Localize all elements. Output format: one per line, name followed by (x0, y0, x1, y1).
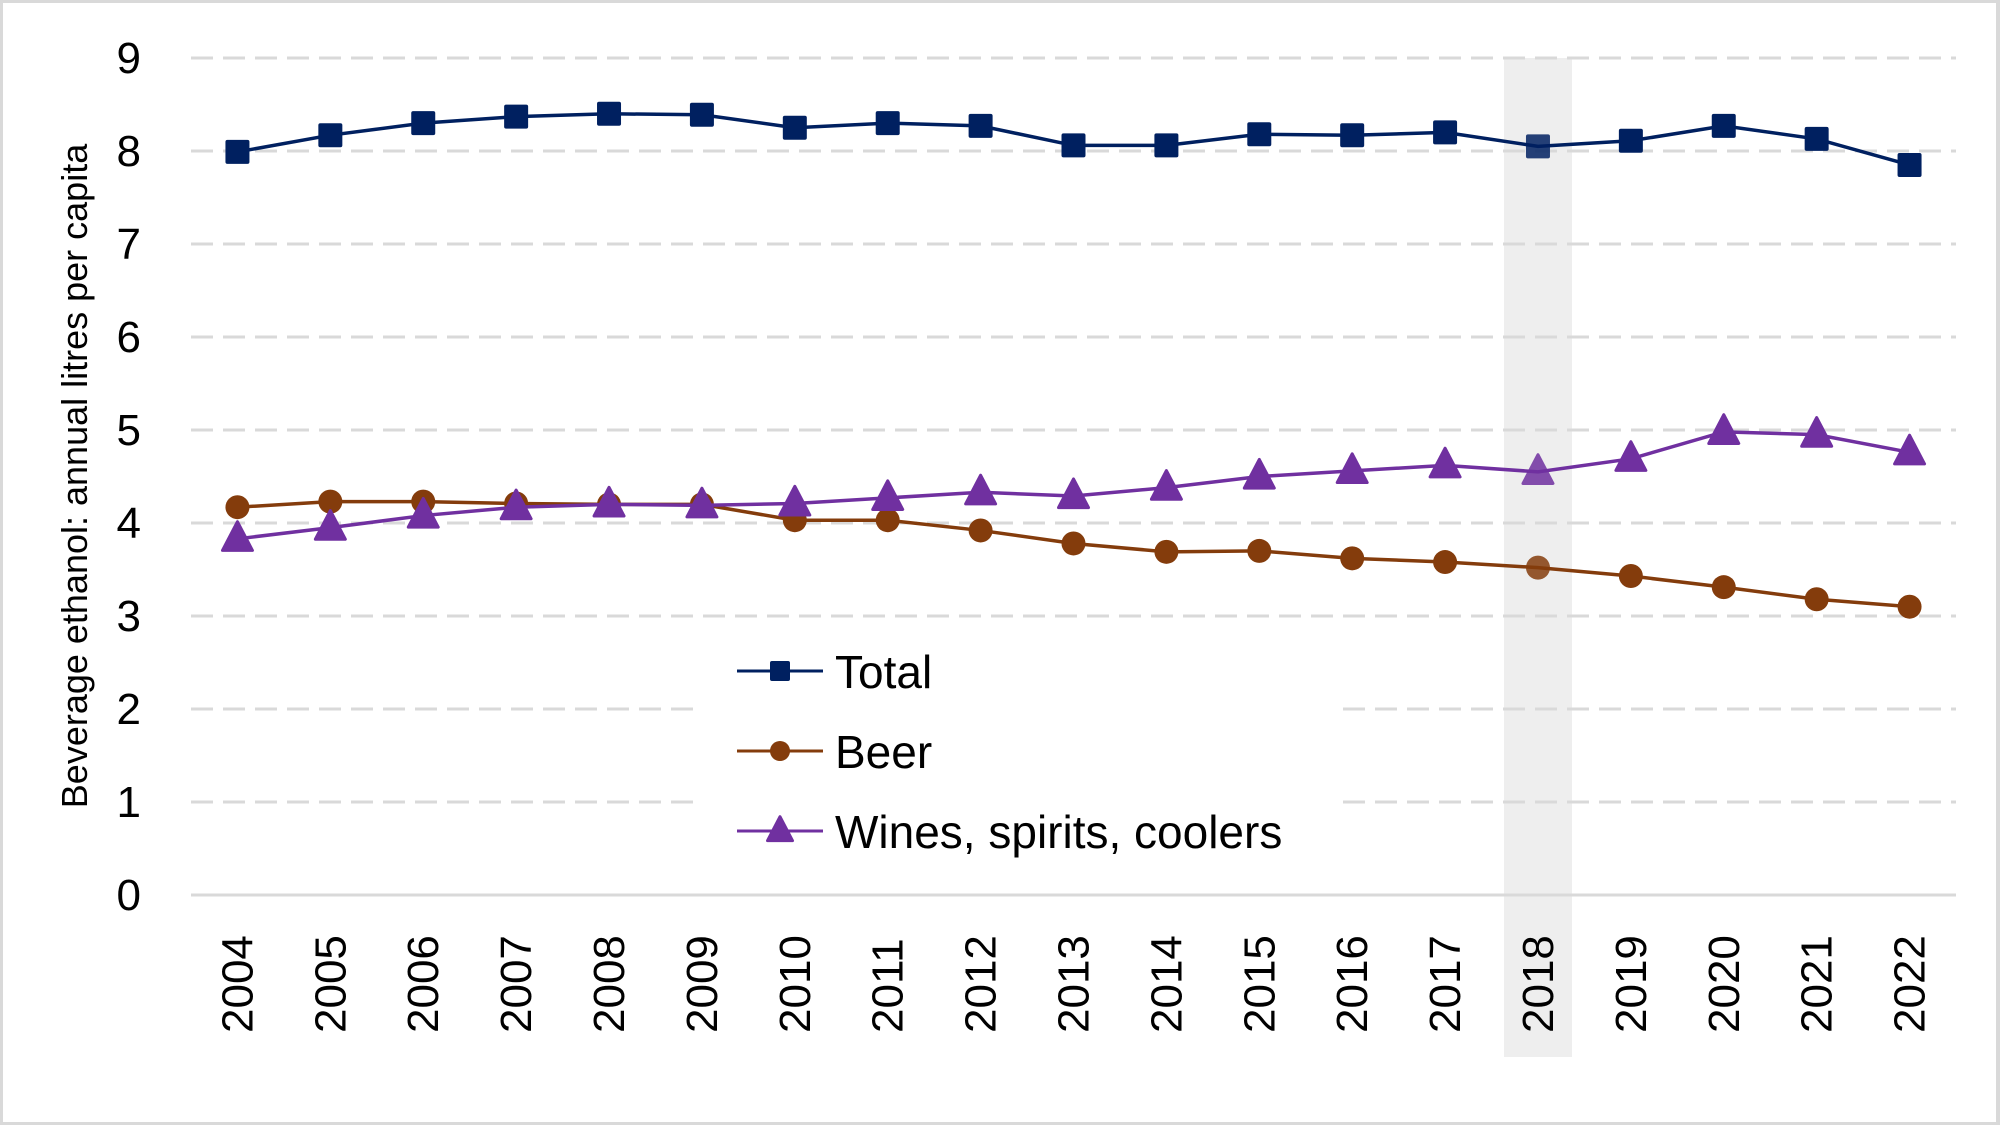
data-point-2021 (1804, 126, 1829, 151)
data-point-2004 (225, 139, 250, 164)
x-tick-label: 2017 (1421, 935, 1470, 1033)
data-point-2020 (1707, 413, 1741, 445)
data-point-2013 (1061, 531, 1086, 556)
legend-item: Beer (737, 726, 932, 778)
data-point-2012 (964, 473, 998, 506)
x-axis-ticks: 2004 2005 2006 2007 2008 2009 2010 2011 2012 2013… (213, 935, 1934, 1033)
x-tick-label: 2012 (957, 935, 1006, 1033)
data-point-2007 (504, 104, 529, 129)
x-tick-label: 2004 (213, 935, 262, 1033)
data-point-2019 (1618, 128, 1643, 153)
data-point-2011 (875, 508, 900, 533)
data-point-2013 (1057, 477, 1090, 510)
series-total (225, 101, 1922, 177)
data-point-2014 (1154, 133, 1179, 158)
data-point-2010 (778, 484, 812, 517)
data-point-2007 (499, 488, 533, 521)
legend-label: Wines, spirits, coolers (835, 806, 1282, 858)
data-point-2009 (685, 486, 719, 519)
data-point-2005 (313, 509, 347, 541)
data-point-2017 (1433, 120, 1458, 145)
data-point-2009 (689, 102, 714, 127)
data-point-2019 (1618, 564, 1643, 589)
data-point-2012 (968, 518, 993, 543)
legend-marker-triangle-icon (766, 815, 794, 843)
y-tick-label: 3 (117, 592, 141, 641)
y-tick-label: 1 (117, 778, 141, 827)
data-point-2016 (1335, 452, 1369, 485)
data-point-2020 (1711, 113, 1736, 138)
x-tick-label: 2013 (1050, 935, 1099, 1033)
data-point-2020 (1711, 575, 1736, 600)
x-tick-label: 2006 (399, 935, 448, 1033)
x-tick-label: 2015 (1235, 935, 1284, 1033)
data-point-2006 (406, 496, 440, 529)
data-point-2010 (782, 115, 807, 140)
series-wines-spirits-coolers (220, 413, 1927, 552)
x-tick-label: 2009 (678, 935, 727, 1033)
series-layer (220, 101, 1927, 619)
y-tick-label: 6 (117, 313, 141, 362)
y-tick-label: 8 (117, 127, 141, 176)
legend-marker-square-icon (770, 661, 790, 681)
y-tick-label: 2 (117, 685, 141, 734)
x-tick-label: 2008 (585, 935, 634, 1033)
y-axis-title: Beverage ethanol: annual litres per capi… (54, 143, 95, 808)
data-point-2017 (1433, 550, 1458, 575)
x-tick-label: 2021 (1793, 935, 1842, 1033)
x-tick-label: 2014 (1142, 935, 1191, 1033)
legend-item: Wines, spirits, coolers (737, 806, 1282, 858)
x-tick-label: 2010 (771, 935, 820, 1033)
data-point-2013 (1061, 133, 1086, 158)
legend-label: Beer (835, 726, 932, 778)
data-point-2014 (1149, 469, 1183, 501)
x-tick-label: 2020 (1700, 935, 1749, 1033)
data-point-2011 (875, 111, 900, 136)
data-point-2004 (225, 495, 250, 520)
data-point-2022 (1897, 594, 1922, 619)
legend: Total Beer Wines, spirits, coolers (693, 633, 1343, 868)
y-tick-label: 5 (117, 406, 141, 455)
data-point-2015 (1247, 538, 1272, 563)
data-point-2022 (1897, 152, 1922, 177)
x-tick-label: 2007 (492, 935, 541, 1033)
data-point-2006 (411, 111, 436, 136)
data-point-2005 (318, 123, 343, 148)
data-point-2015 (1242, 457, 1276, 490)
data-point-2021 (1800, 416, 1834, 448)
y-tick-label: 4 (117, 499, 141, 548)
data-point-2011 (871, 479, 905, 511)
x-tick-label: 2011 (864, 938, 913, 1033)
x-tick-label: 2005 (306, 935, 355, 1033)
y-tick-label: 7 (117, 220, 141, 269)
data-point-2022 (1893, 433, 1927, 466)
data-point-2012 (968, 113, 993, 138)
data-point-2008 (592, 485, 626, 518)
data-point-2016 (1340, 123, 1365, 148)
data-point-2019 (1614, 440, 1648, 472)
y-axis-ticks: 0 1 2 3 4 5 6 7 8 9 (117, 34, 141, 920)
x-tick-label: 2016 (1328, 935, 1377, 1033)
data-point-2017 (1428, 446, 1462, 479)
data-point-2004 (220, 520, 254, 552)
x-tick-label: 2019 (1607, 935, 1656, 1033)
legend-marker-circle-icon (770, 741, 790, 761)
x-tick-label: 2018 (1514, 935, 1563, 1033)
x-tick-label: 2022 (1886, 935, 1935, 1033)
legend-item: Total (737, 646, 932, 698)
y-tick-label: 0 (117, 871, 141, 920)
data-point-2005 (318, 489, 343, 514)
data-point-2016 (1340, 546, 1365, 571)
legend-label: Total (835, 646, 932, 698)
data-point-2021 (1804, 587, 1829, 612)
data-point-2015 (1247, 122, 1272, 147)
data-point-2008 (597, 101, 622, 126)
data-point-2014 (1154, 539, 1179, 564)
data-point-2018 (1521, 453, 1555, 485)
data-point-2018 (1525, 555, 1550, 580)
y-tick-label: 9 (117, 34, 141, 83)
data-point-2018 (1525, 134, 1550, 159)
